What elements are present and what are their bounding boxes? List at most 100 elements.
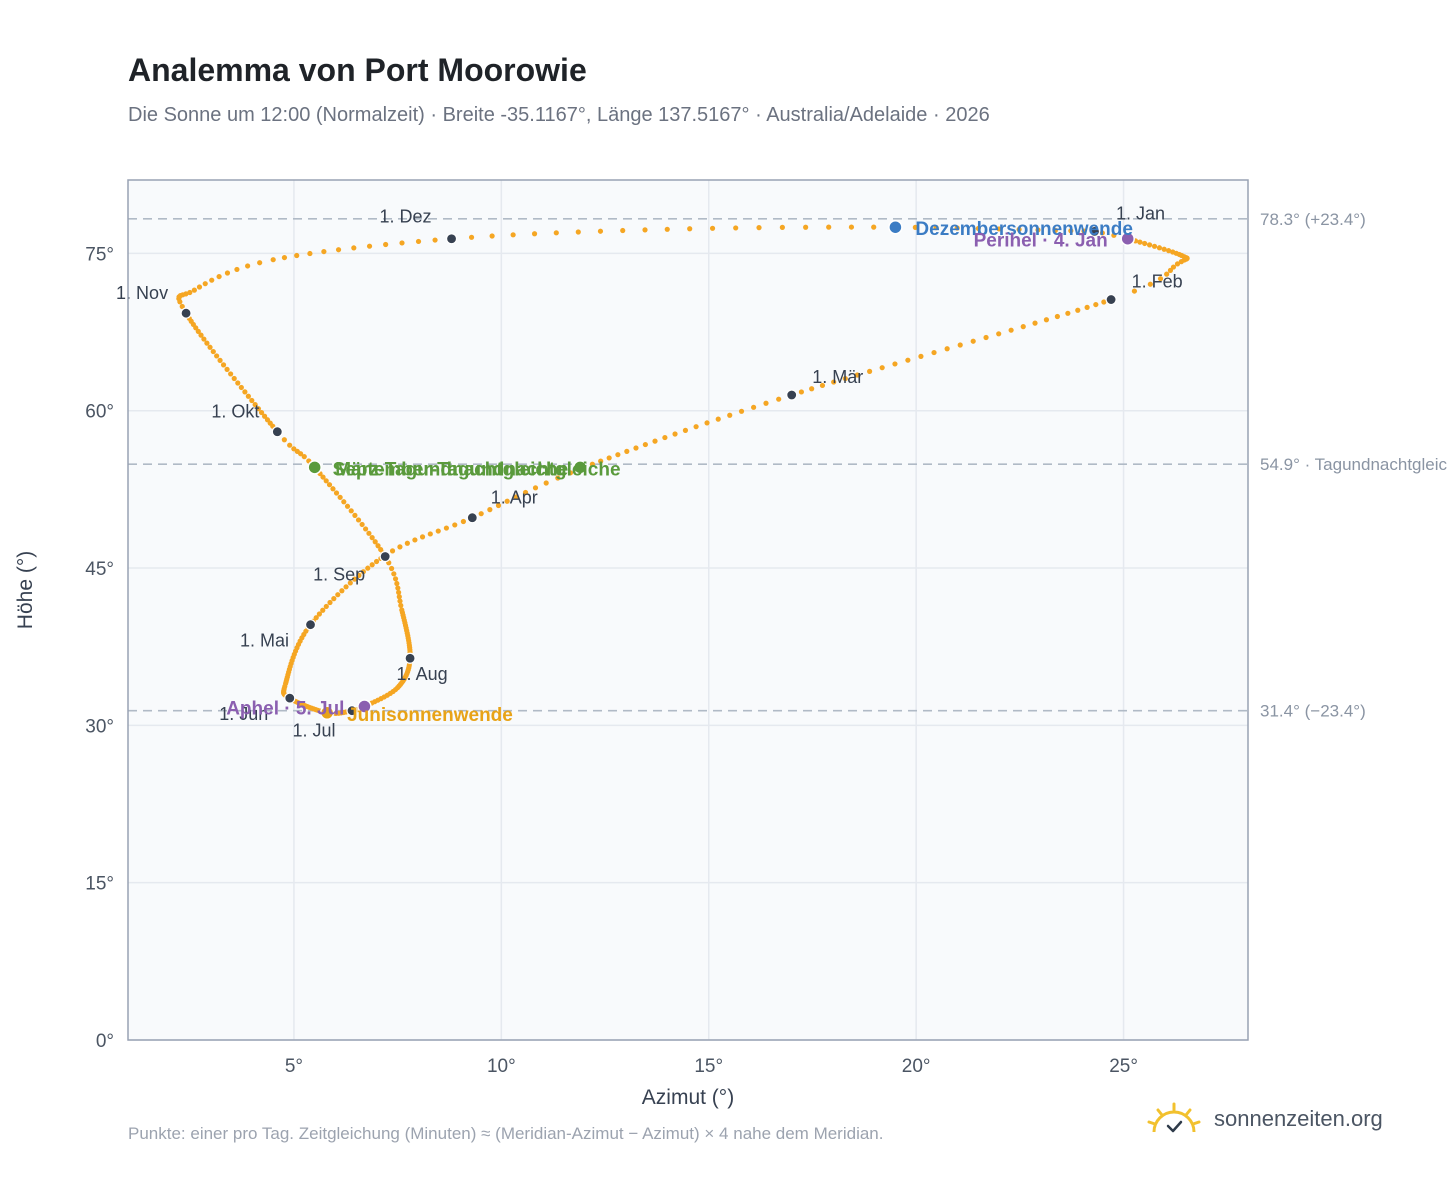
daily-point <box>575 229 581 235</box>
month-point <box>445 233 458 245</box>
daily-point <box>196 284 203 290</box>
daily-point <box>427 531 433 537</box>
daily-point <box>633 445 639 451</box>
daily-point <box>264 417 271 423</box>
daily-point <box>532 485 539 491</box>
daily-point <box>252 402 258 408</box>
month-label: 1. Mär <box>812 367 863 387</box>
daily-point <box>320 474 326 480</box>
daily-point <box>397 544 403 550</box>
daily-point <box>337 494 343 500</box>
daily-point <box>360 569 366 575</box>
daily-point <box>1043 317 1050 323</box>
daily-point <box>231 375 237 382</box>
daily-point <box>258 409 265 416</box>
daily-point <box>664 226 670 232</box>
y-tick-label: 45° <box>85 559 114 580</box>
daily-point <box>321 248 327 255</box>
daily-point <box>809 386 815 392</box>
y-tick-label: 15° <box>85 874 114 895</box>
daily-point <box>1174 261 1181 267</box>
daily-point <box>224 366 230 372</box>
month-point <box>180 307 192 319</box>
y-tick-label: 75° <box>85 244 114 265</box>
daily-point <box>957 342 963 348</box>
daily-point <box>348 508 354 514</box>
month-point <box>1105 293 1117 306</box>
month-point <box>284 692 296 704</box>
event-label: September-Tagundnachtgleiche <box>333 459 621 480</box>
daily-point <box>662 434 668 441</box>
daily-point <box>1032 320 1038 326</box>
daily-point <box>191 287 197 293</box>
daily-point <box>1131 288 1138 294</box>
daily-point <box>1146 242 1153 248</box>
event-label: Dezembersonnenwende <box>915 219 1133 240</box>
daily-point <box>323 603 329 610</box>
month-point <box>404 652 416 664</box>
daily-point <box>435 528 441 534</box>
x-tick-label: 20° <box>902 1056 931 1077</box>
x-tick-label: 25° <box>1109 1056 1138 1077</box>
daily-point <box>468 234 475 240</box>
daily-point <box>294 252 300 259</box>
chart-title: Analemma von Port Moorowie <box>128 52 587 88</box>
daily-point <box>693 424 699 430</box>
daily-point <box>996 331 1002 337</box>
daily-point <box>362 526 369 532</box>
daily-point <box>378 546 384 553</box>
daily-point <box>351 245 357 251</box>
month-label: 1. Jun <box>219 704 268 724</box>
daily-point <box>326 482 333 488</box>
daily-point <box>1068 228 1074 234</box>
daily-point <box>333 490 340 496</box>
daily-point <box>642 227 648 233</box>
month-label: 1. Jul <box>292 721 335 741</box>
event-label: Perihel · 4. Jan <box>974 231 1108 252</box>
daily-point <box>204 340 210 346</box>
x-axis-title: Azimut (°) <box>642 1086 734 1109</box>
daily-point <box>198 332 204 338</box>
daily-point <box>320 607 326 613</box>
month-point <box>271 426 283 438</box>
daily-point <box>709 225 716 231</box>
brand[interactable]: sonnenzeiten.org <box>1146 1102 1383 1136</box>
daily-point <box>183 291 189 297</box>
event-point <box>307 460 322 475</box>
daily-point <box>598 458 604 464</box>
daily-point <box>389 548 396 554</box>
daily-point <box>738 408 745 414</box>
daily-point <box>1075 307 1081 313</box>
reference-line-label: 78.3° (+23.4°) <box>1260 210 1366 229</box>
daily-point <box>871 224 877 230</box>
daily-point <box>615 452 621 458</box>
daily-point <box>234 266 240 273</box>
daily-point <box>733 225 739 231</box>
daily-point <box>281 254 288 261</box>
daily-point <box>1084 304 1090 310</box>
daily-point <box>1020 324 1026 330</box>
daily-point <box>220 362 227 368</box>
daily-point <box>1166 248 1172 254</box>
daily-point <box>394 580 400 587</box>
daily-point <box>1016 226 1022 233</box>
daily-point <box>255 406 262 412</box>
daily-point <box>307 250 313 257</box>
daily-point <box>419 534 426 540</box>
daily-point <box>931 349 937 356</box>
daily-point <box>396 589 402 596</box>
daily-point <box>415 238 422 245</box>
daily-point <box>819 382 826 389</box>
daily-point <box>359 521 365 528</box>
daily-point <box>1161 246 1167 252</box>
y-axis-title: Höhe (°) <box>14 551 37 629</box>
daily-point <box>214 353 220 359</box>
event-point <box>888 219 903 235</box>
daily-point <box>1052 227 1058 233</box>
month-label: 1. Sep <box>313 565 365 585</box>
daily-point <box>366 530 372 536</box>
month-label: 1. Jan <box>1116 203 1165 223</box>
daily-point <box>432 237 438 243</box>
month-label: 1. Aug <box>397 664 448 684</box>
